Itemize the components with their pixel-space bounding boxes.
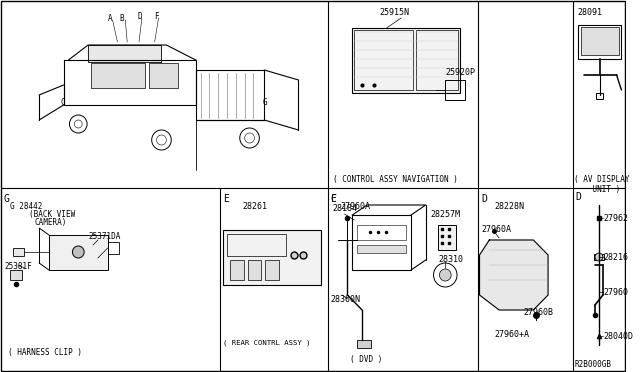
Text: 28184: 28184 <box>333 204 358 213</box>
Text: 28091: 28091 <box>577 8 602 17</box>
Bar <box>265 260 279 280</box>
Text: D: D <box>575 192 581 202</box>
Text: R2B000GB: R2B000GB <box>575 360 611 369</box>
Text: 28360N: 28360N <box>331 295 361 304</box>
Circle shape <box>72 246 84 258</box>
Text: 28216: 28216 <box>604 253 629 262</box>
Text: 27962: 27962 <box>604 214 629 223</box>
Text: ( REAR CONTRL ASSY ): ( REAR CONTRL ASSY ) <box>223 340 310 346</box>
Text: G 28442: G 28442 <box>10 202 42 211</box>
Text: 25915N: 25915N <box>380 8 410 17</box>
Text: CAMERA): CAMERA) <box>35 218 67 227</box>
Text: A: A <box>108 14 112 23</box>
Text: G: G <box>4 194 10 204</box>
Text: B: B <box>120 14 124 23</box>
Text: 27960A: 27960A <box>340 202 371 211</box>
Circle shape <box>595 253 603 261</box>
Bar <box>594 254 604 260</box>
Bar <box>13 248 24 256</box>
Bar <box>223 230 321 285</box>
Text: ( HARNESS CLIP ): ( HARNESS CLIP ) <box>8 348 82 357</box>
Bar <box>10 270 22 280</box>
Bar <box>357 225 406 240</box>
Text: 25371DA: 25371DA <box>88 232 120 241</box>
Bar <box>581 27 618 55</box>
Polygon shape <box>479 240 548 310</box>
Text: E: E <box>223 194 229 204</box>
Text: 27960A: 27960A <box>481 225 511 234</box>
Text: 28040D: 28040D <box>604 332 634 341</box>
Bar <box>353 28 460 93</box>
Bar <box>227 234 286 256</box>
Text: 28257M: 28257M <box>431 210 461 219</box>
Bar <box>357 340 371 348</box>
Text: C: C <box>61 98 65 107</box>
Bar <box>91 63 145 88</box>
Bar <box>355 30 413 90</box>
Text: 25920P: 25920P <box>445 68 476 77</box>
Bar <box>230 260 244 280</box>
Bar <box>248 260 261 280</box>
Bar <box>445 80 465 100</box>
Text: ( DVD ): ( DVD ) <box>350 355 383 364</box>
Bar <box>416 30 458 90</box>
Circle shape <box>440 269 451 281</box>
Text: D: D <box>481 194 488 204</box>
Text: 28228N: 28228N <box>494 202 524 211</box>
Text: 28310: 28310 <box>438 255 463 264</box>
Bar <box>357 245 406 253</box>
Bar <box>88 45 161 62</box>
Text: 25381F: 25381F <box>5 262 33 271</box>
Text: 27960+A: 27960+A <box>494 330 529 339</box>
Text: 28261: 28261 <box>243 202 268 211</box>
Text: 27960B: 27960B <box>524 308 554 317</box>
Bar <box>49 235 108 270</box>
Text: ( CONTROL ASSY NAVIGATION ): ( CONTROL ASSY NAVIGATION ) <box>333 175 458 184</box>
Text: D: D <box>137 12 141 21</box>
Bar <box>579 25 621 59</box>
Text: ( AV DISPLAY
    UNIT ): ( AV DISPLAY UNIT ) <box>573 175 629 195</box>
Text: G: G <box>262 98 267 107</box>
Text: C: C <box>331 194 337 204</box>
Bar <box>148 63 178 88</box>
Bar <box>108 242 120 254</box>
Text: F: F <box>331 194 337 204</box>
Bar <box>438 225 456 250</box>
Text: (BACK VIEW: (BACK VIEW <box>29 210 76 219</box>
Text: 27960: 27960 <box>604 288 629 297</box>
Bar <box>596 93 603 99</box>
Text: F: F <box>154 12 158 21</box>
